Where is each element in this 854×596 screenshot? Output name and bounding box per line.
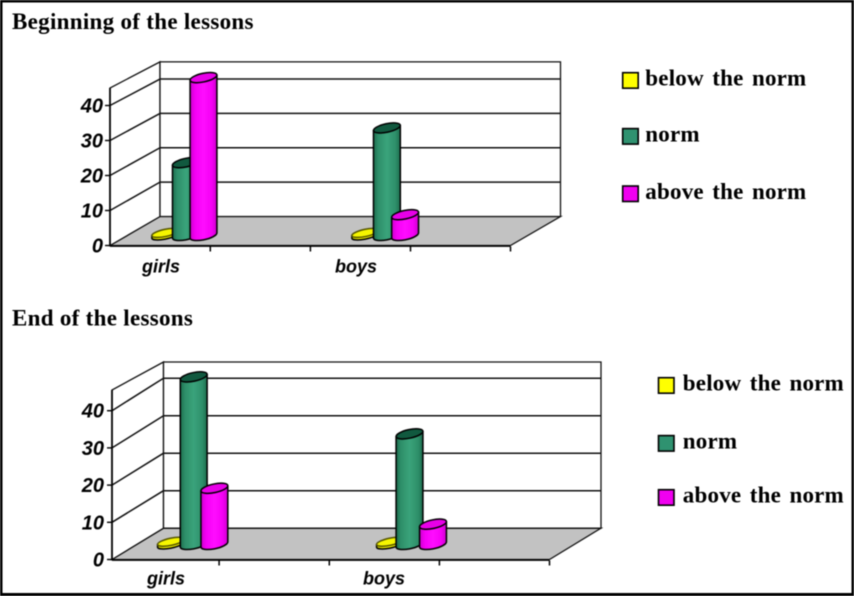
svg-text:0: 0 bbox=[92, 236, 103, 258]
svg-text:End of the lessons: End of the lessons bbox=[12, 306, 193, 331]
svg-text:above the norm: above the norm bbox=[683, 483, 844, 508]
svg-text:girls: girls bbox=[146, 569, 185, 589]
svg-text:norm: norm bbox=[683, 428, 737, 453]
svg-text:40: 40 bbox=[80, 96, 103, 118]
svg-text:boys: boys bbox=[363, 569, 405, 589]
svg-text:norm: norm bbox=[645, 121, 699, 146]
svg-text:20: 20 bbox=[81, 475, 104, 497]
svg-text:above the norm: above the norm bbox=[645, 179, 806, 204]
svg-text:30: 30 bbox=[82, 438, 104, 460]
svg-text:10: 10 bbox=[81, 201, 103, 223]
svg-text:30: 30 bbox=[81, 131, 103, 153]
svg-text:20: 20 bbox=[80, 166, 103, 188]
svg-text:10: 10 bbox=[82, 512, 104, 534]
svg-text:Beginning of the lessons: Beginning of the lessons bbox=[12, 9, 254, 34]
svg-text:0: 0 bbox=[93, 550, 104, 572]
svg-text:below the norm: below the norm bbox=[683, 371, 844, 396]
svg-text:below the norm: below the norm bbox=[645, 66, 806, 91]
svg-text:boys: boys bbox=[335, 257, 377, 277]
svg-text:girls: girls bbox=[141, 257, 180, 277]
svg-text:40: 40 bbox=[81, 401, 104, 423]
